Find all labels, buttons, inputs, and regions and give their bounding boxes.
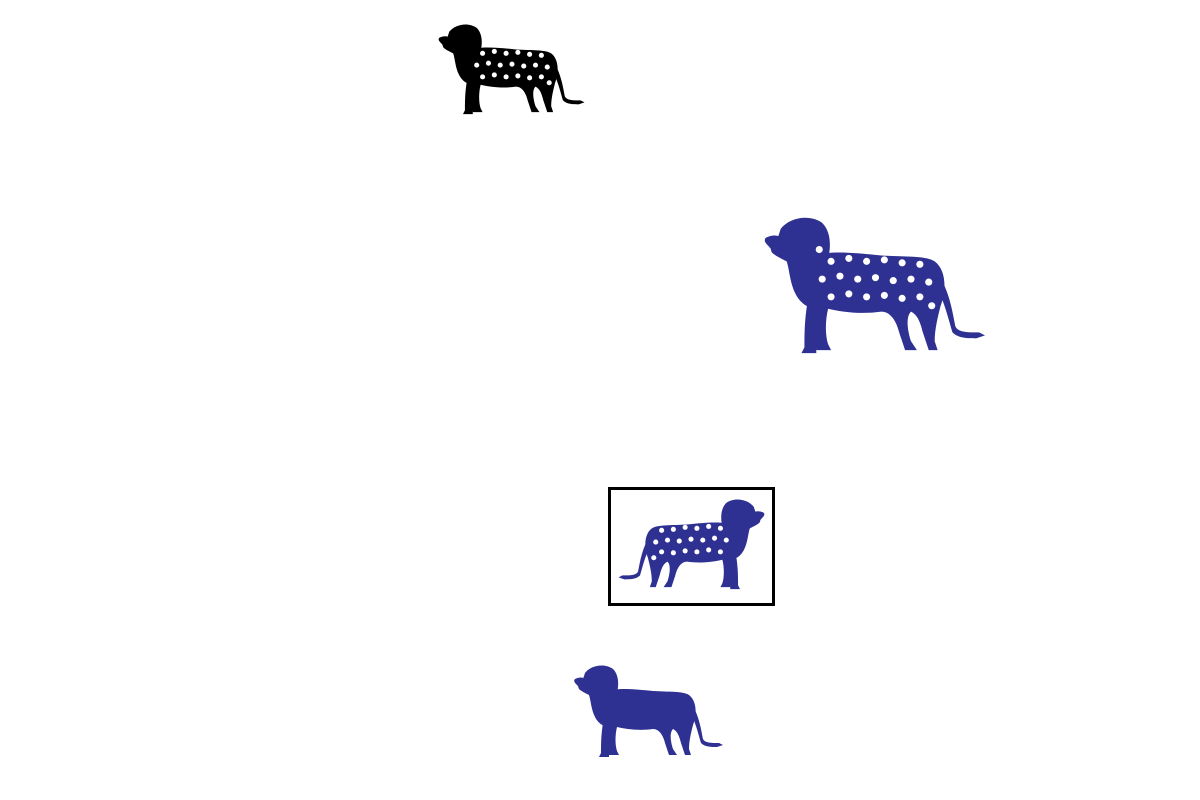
spotted-lion-icon xyxy=(764,217,985,354)
spotted-lion-icon[interactable] xyxy=(436,22,586,120)
lion-icon xyxy=(574,665,723,757)
selection-box[interactable] xyxy=(608,487,775,606)
spotted-lion-icon[interactable] xyxy=(618,497,766,595)
spotted-lion-icon[interactable] xyxy=(762,214,986,362)
spotted-lion-icon xyxy=(618,499,765,590)
spotted-lion-icon xyxy=(438,24,585,115)
lion-icon[interactable] xyxy=(573,663,723,763)
